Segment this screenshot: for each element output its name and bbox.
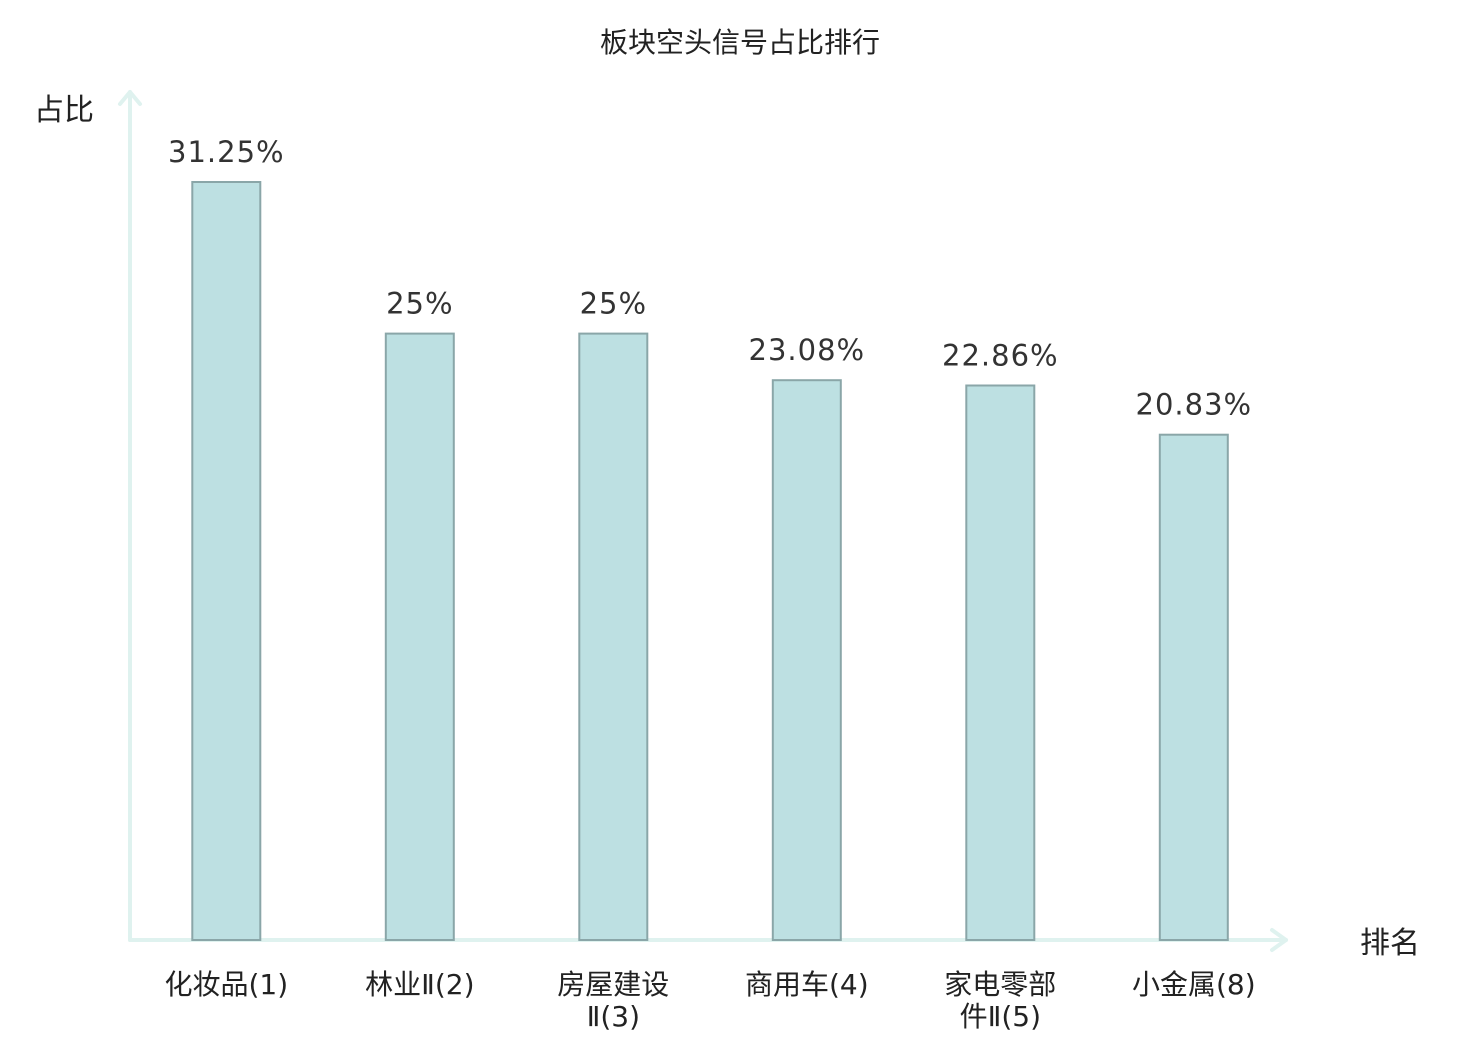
- x-tick-label-5-line-2: 件Ⅱ(5): [960, 1000, 1041, 1033]
- x-tick-label-3-line-2: Ⅱ(3): [587, 1000, 640, 1033]
- x-tick-label-5-line-1: 家电零部: [944, 968, 1056, 1001]
- x-tick-label-1: 化妆品(1): [164, 968, 288, 1001]
- chart-title: 板块空头信号占比排行: [600, 26, 880, 59]
- y-axis-arrow: [118, 90, 142, 106]
- x-tick-label-6: 小金属(8): [1132, 968, 1256, 1001]
- y-axis-label: 占比: [34, 93, 94, 128]
- bar-6: [1158, 433, 1229, 941]
- data-label-6: 20.83%: [1136, 388, 1253, 422]
- data-label-4: 23.08%: [749, 333, 866, 367]
- data-label-5: 22.86%: [942, 339, 1059, 373]
- x-tick-label-3-line-1: 房屋建设: [557, 968, 669, 1001]
- bar-1: [191, 181, 262, 941]
- x-tick-label-4: 商用车(4): [745, 968, 869, 1001]
- axes: [118, 90, 1288, 952]
- x-axis-arrow: [1270, 928, 1288, 952]
- data-labels-group: 31.25% 25% 25% 23.08% 22.86% 20.83%: [168, 135, 1253, 422]
- data-label-1: 31.25%: [168, 135, 285, 169]
- data-label-3: 25%: [580, 287, 647, 321]
- x-tick-label-2: 林业Ⅱ(2): [365, 968, 474, 1001]
- bar-2: [384, 332, 455, 942]
- x-axis-label: 排名: [1360, 926, 1420, 961]
- bar-5: [965, 384, 1036, 941]
- data-label-2: 25%: [386, 287, 453, 321]
- bars-group: [191, 181, 1229, 942]
- bar-3: [578, 332, 649, 942]
- bar-4: [771, 379, 842, 941]
